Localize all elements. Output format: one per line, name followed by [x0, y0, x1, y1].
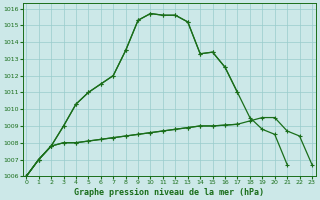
X-axis label: Graphe pression niveau de la mer (hPa): Graphe pression niveau de la mer (hPa)	[74, 188, 264, 197]
